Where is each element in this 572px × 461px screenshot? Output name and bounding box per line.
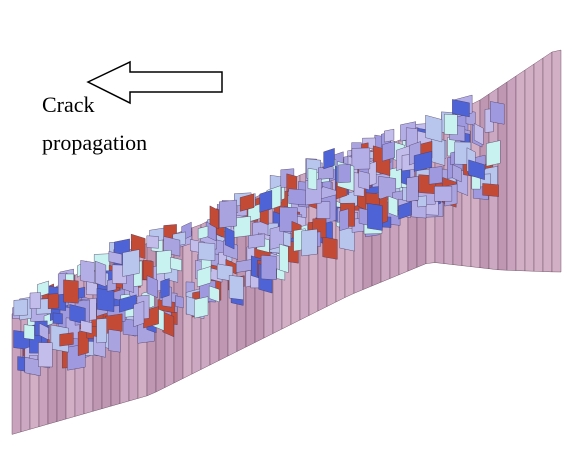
surface-facet: [97, 318, 107, 343]
figure: Crack propagation: [0, 0, 572, 461]
surface-facet: [302, 229, 318, 256]
surface-facet: [63, 280, 78, 303]
surface-facet: [25, 357, 41, 376]
surface-facet: [60, 333, 74, 347]
direction-arrow: [88, 62, 222, 103]
surface-facet: [352, 148, 370, 169]
surface-facet: [229, 275, 243, 299]
surface-facet: [388, 196, 397, 216]
surface-facet: [24, 325, 34, 340]
surface-facet: [434, 186, 451, 201]
surface-facet: [384, 129, 394, 142]
surface-facet: [198, 242, 214, 260]
surface-facet: [175, 296, 183, 308]
surface-strip: [552, 50, 561, 272]
surface-facet: [429, 166, 442, 184]
surface-facet: [317, 202, 330, 219]
surface-strip: [12, 308, 21, 434]
surface-facet: [324, 148, 335, 169]
surface-facet: [483, 183, 499, 196]
surface-facet: [14, 299, 28, 316]
surface-facet: [248, 234, 264, 249]
surface-facet: [48, 293, 59, 308]
surface-strip: [543, 52, 552, 272]
surface-strip: [516, 70, 525, 271]
surface-facet: [490, 101, 504, 124]
annotation-line: Crack: [42, 92, 95, 117]
surface-facet: [323, 237, 338, 259]
surface-facet: [219, 200, 236, 228]
surface-facet: [81, 320, 92, 333]
surface-facet: [147, 236, 159, 249]
surface-facet: [359, 171, 370, 190]
surface-facet: [194, 297, 208, 319]
surface-facet: [308, 168, 317, 189]
surface-strip: [525, 64, 534, 271]
surface-facet: [279, 244, 288, 273]
surface-facet: [38, 343, 52, 367]
surface-facet: [97, 288, 114, 311]
surface-facet: [53, 313, 63, 324]
surface-facet: [367, 203, 382, 230]
surface-facet: [198, 226, 208, 239]
surface-facet: [123, 250, 140, 277]
surface-facet: [81, 260, 95, 283]
annotation-line: propagation: [42, 130, 147, 155]
surface-facet: [407, 176, 419, 201]
surface-facet: [486, 140, 500, 166]
surface-facet: [418, 196, 427, 207]
surface-facet: [161, 278, 170, 298]
surface-facet: [134, 301, 144, 327]
surface-facet: [338, 164, 350, 183]
surface-facet: [340, 209, 349, 231]
surface-facet: [426, 115, 442, 142]
surface-facet: [30, 293, 41, 309]
surface-strip: [507, 76, 516, 271]
surface-facet: [382, 141, 394, 161]
surface-facet: [260, 190, 272, 212]
surface-facet: [444, 114, 457, 135]
surface-facet: [171, 257, 182, 271]
surface-facet: [109, 329, 121, 352]
surface-facet: [157, 250, 172, 274]
surface-facet: [95, 261, 106, 287]
surface-facet: [261, 255, 276, 280]
surface-facet: [289, 189, 306, 205]
surface-strip: [534, 58, 543, 272]
